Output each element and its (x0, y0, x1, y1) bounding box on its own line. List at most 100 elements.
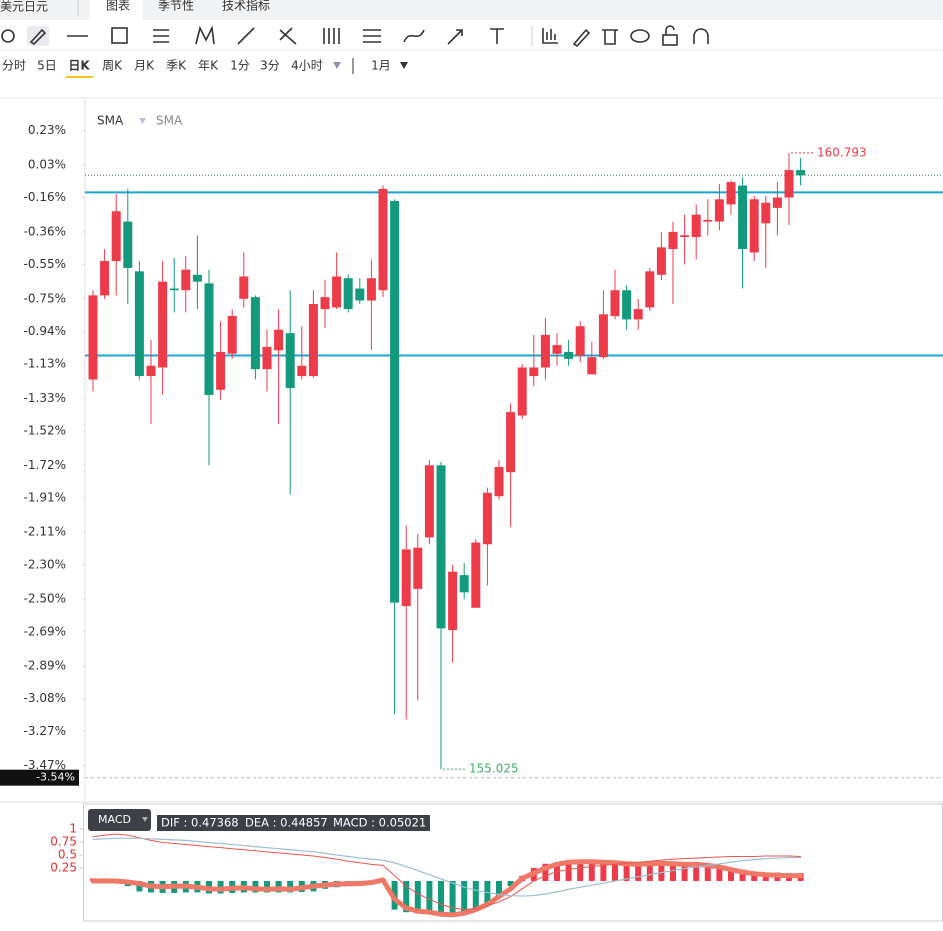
tool-icon[interactable] (602, 29, 618, 45)
candle-body (158, 281, 168, 368)
period-button[interactable]: 1分 (230, 59, 250, 73)
y-tick-label: 0.25 (50, 860, 77, 874)
histogram-bar (565, 861, 572, 881)
period-button[interactable]: 日K (68, 59, 90, 73)
tab[interactable]: 季节性 (158, 0, 194, 13)
y-tick-label: -3.47% (24, 758, 66, 772)
candle-body (564, 352, 574, 359)
indicator-line (90, 859, 804, 918)
readout: DEA : 0.44857 (245, 816, 328, 830)
tool-icon[interactable] (111, 27, 128, 44)
y-tick-label: -1.52% (24, 423, 66, 437)
y-tick-label: -0.16% (24, 190, 66, 204)
tool-icon[interactable] (693, 28, 709, 44)
candle-body (111, 211, 121, 262)
candle-body (691, 214, 701, 238)
tool-icon[interactable] (323, 28, 340, 44)
histogram-bar (507, 880, 514, 887)
tool-icon[interactable] (363, 29, 381, 43)
drawing-toolbar (1, 25, 709, 48)
candle-body (459, 575, 469, 593)
histogram-bar (414, 880, 421, 914)
candle-body (424, 465, 434, 538)
crosshair-label: -3.54% (36, 771, 75, 784)
y-tick-label: -1.13% (24, 357, 66, 371)
tool-icon[interactable] (403, 29, 425, 43)
tool-icon[interactable] (1, 29, 15, 43)
candle-body (297, 365, 307, 377)
tool-icon[interactable] (542, 28, 558, 44)
tool-icon[interactable] (490, 28, 504, 44)
tool-icon[interactable] (572, 28, 591, 48)
histogram-bar (496, 880, 502, 897)
histogram-bar (461, 880, 468, 914)
histogram-bar (449, 880, 456, 915)
histogram-bar (426, 880, 433, 913)
candle-body (308, 303, 318, 377)
y-tick-label: -2.69% (24, 624, 66, 638)
histogram-bar (623, 863, 630, 881)
candle-body (204, 283, 214, 395)
dropdown-arrow[interactable] (333, 62, 341, 69)
period-button[interactable]: 4小时 (291, 59, 323, 73)
period-button[interactable]: 季K (166, 59, 187, 73)
candle-body (622, 290, 632, 320)
tool-icon[interactable] (27, 26, 49, 46)
indicator-line (92, 837, 802, 897)
candle-body (552, 345, 562, 354)
tab[interactable]: 图表 (106, 0, 130, 13)
y-tick-label: 0.75 (50, 834, 77, 848)
candle-body (192, 274, 202, 282)
tab[interactable]: 技术指标 (222, 0, 270, 13)
indicator-name: MACD (98, 813, 131, 826)
tool-icon[interactable] (279, 27, 297, 45)
candle-body (123, 221, 133, 268)
candle-body (680, 235, 690, 238)
period-button[interactable]: 3分 (260, 59, 280, 73)
tool-icon[interactable] (153, 29, 169, 43)
candle-body (216, 352, 226, 390)
tool-icon[interactable] (237, 27, 255, 45)
tool-icon[interactable] (630, 29, 650, 43)
period-button[interactable]: 1月 (371, 59, 391, 73)
candle-body (250, 297, 260, 370)
period-button[interactable]: 分时 (2, 59, 26, 73)
histogram-bar (739, 869, 746, 881)
y-tick-label: -2.89% (24, 659, 66, 673)
tool-icon[interactable] (29, 28, 47, 46)
period-button[interactable]: 周K (102, 59, 123, 73)
tool-icon[interactable] (447, 29, 463, 45)
candle-body (285, 333, 295, 389)
indicator-tag[interactable] (88, 809, 151, 831)
y-tick-label: 0.23% (28, 123, 66, 137)
candle-body (401, 549, 411, 607)
histogram-bar (693, 864, 700, 881)
candle-body (169, 288, 179, 291)
dropdown-arrow[interactable] (400, 62, 408, 69)
candle-body (796, 170, 806, 176)
symbol: 美元日元 (0, 0, 48, 14)
active-tab[interactable] (90, 0, 143, 20)
tool-icon[interactable] (665, 25, 675, 35)
y-tick-label: -1.72% (24, 458, 66, 472)
histogram-bar (600, 862, 607, 881)
readout: MACD : 0.05021 (333, 816, 426, 830)
candle-body (100, 261, 110, 296)
candle-body (598, 314, 608, 358)
y-tick-label: -3.27% (24, 724, 66, 738)
tool-icon[interactable] (195, 25, 215, 45)
candle-body (633, 309, 643, 320)
y-tick-label: -1.91% (24, 490, 66, 504)
candle-body (390, 200, 400, 603)
histogram-bar (438, 880, 444, 915)
candle-body (506, 412, 516, 473)
period-button[interactable]: 年K (198, 59, 219, 73)
period-button[interactable]: 月K (134, 59, 155, 73)
candle-body (645, 271, 655, 308)
period-button[interactable]: 5日 (37, 59, 57, 73)
tool-icon[interactable] (662, 34, 678, 46)
legend-item: SMA (156, 114, 183, 128)
y-tick-label: -2.50% (24, 592, 66, 606)
histogram-bar (287, 880, 294, 893)
y-tick-label: -3.08% (24, 691, 66, 705)
